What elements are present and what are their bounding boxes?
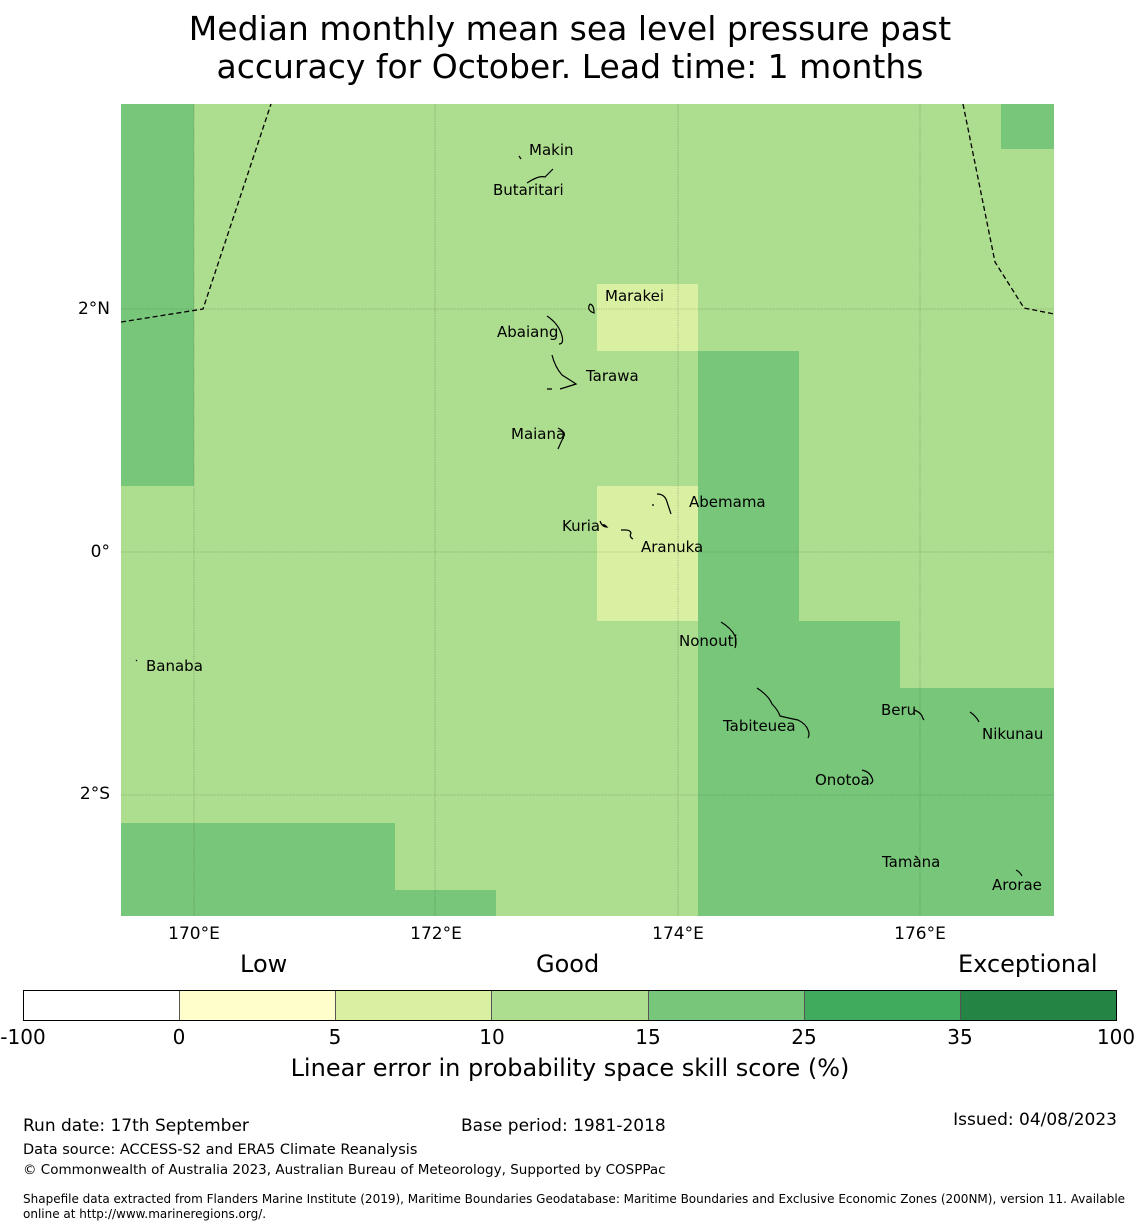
label-makin: Makin xyxy=(529,141,574,159)
island-butaritari xyxy=(526,168,554,184)
island-nikunau xyxy=(969,711,980,723)
label-banaba: Banaba xyxy=(146,657,203,675)
label-marakei: Marakei xyxy=(605,287,665,305)
colorbar-segment-3 xyxy=(336,991,493,1020)
issued-date: Issued: 04/08/2023 xyxy=(953,1110,1117,1130)
label-abemama: Abemama xyxy=(689,493,766,511)
colorbar-tick: 15 xyxy=(635,1025,661,1049)
label-tarawa: Tarawa xyxy=(586,367,639,385)
island-onotoa xyxy=(861,769,874,785)
cell-southeast-band xyxy=(698,688,1054,916)
base-period: Base period: 1981-2018 xyxy=(461,1116,666,1136)
island-banaba xyxy=(135,659,138,662)
title-line-1: Median monthly mean sea level pressure p… xyxy=(188,9,952,48)
shapefile-credit-line-1: Shapefile data extracted from Flanders M… xyxy=(23,1192,1126,1206)
island-nonouti xyxy=(720,621,737,649)
island-abemama xyxy=(652,493,672,515)
island-tabiteuea xyxy=(756,687,810,739)
lat-label-0: 0° xyxy=(90,542,110,562)
lon-label-176e: 176°E xyxy=(894,924,946,944)
colorbar-tick: -100 xyxy=(0,1025,46,1049)
category-low: Low xyxy=(240,950,288,978)
lat-label-2s: 2°S xyxy=(79,784,110,804)
colorbar-segment-4 xyxy=(492,991,649,1020)
cell-northeast-corner xyxy=(1001,104,1054,149)
cell-marakei-low xyxy=(597,284,698,351)
colorbar-tick: 10 xyxy=(479,1025,505,1049)
island-makin xyxy=(518,155,522,160)
run-date: Run date: 17th September xyxy=(23,1116,249,1136)
colorbar-segment-6 xyxy=(804,991,961,1020)
cell-west-strip xyxy=(121,104,194,486)
colorbar-segment-5 xyxy=(648,991,805,1020)
colorbar-segment-2 xyxy=(180,991,337,1020)
label-aranuka: Aranuka xyxy=(641,538,704,556)
category-exceptional: Exceptional xyxy=(958,950,1098,978)
shapefile-credit-line-2: online at http://www.marineregions.org/. xyxy=(23,1207,267,1221)
label-kuria: Kuria xyxy=(562,517,601,535)
label-abaiang: Abaiang xyxy=(497,323,559,341)
island-tamana xyxy=(914,855,919,859)
eez-boundary-west xyxy=(120,103,272,323)
lat-label-2n: 2°N xyxy=(77,299,110,319)
cell-southwest-step xyxy=(121,890,496,916)
copyright: © Commonwealth of Australia 2023, Austra… xyxy=(23,1162,666,1178)
title-line-2: accuracy for October. Lead time: 1 month… xyxy=(216,47,924,86)
eez-boundary-east xyxy=(962,103,1055,315)
colorbar-tick: 0 xyxy=(172,1025,186,1049)
label-butaritari: Butaritari xyxy=(493,181,564,199)
island-abaiang xyxy=(546,315,564,345)
colorbar-segment-1 xyxy=(24,991,181,1020)
island-marakei xyxy=(588,303,595,314)
island-arorae xyxy=(1015,869,1023,877)
colorbar-tick: 25 xyxy=(791,1025,817,1049)
label-nikunau: Nikunau xyxy=(982,725,1044,743)
colorbar xyxy=(23,990,1117,1021)
label-tamana: Tamana xyxy=(882,853,941,871)
cell-kuria-low xyxy=(597,486,698,621)
category-good: Good xyxy=(536,950,600,978)
island-tarawa xyxy=(547,354,578,390)
label-tabiteuea: Tabiteuea xyxy=(723,717,796,735)
data-source: Data source: ACCESS-S2 and ERA5 Climate … xyxy=(23,1142,418,1158)
island-aranuka xyxy=(621,529,634,540)
island-kuria xyxy=(599,520,609,528)
colorbar-segment-7 xyxy=(960,991,1116,1020)
chart-title: Median monthly mean sea level pressure p… xyxy=(0,10,1140,86)
lon-label-170e: 170°E xyxy=(168,924,220,944)
colorbar-label: Linear error in probability space skill … xyxy=(290,1054,850,1082)
lon-label-172e: 172°E xyxy=(410,924,462,944)
label-arorae: Arorae xyxy=(992,876,1042,894)
colorbar-tick: 5 xyxy=(328,1025,342,1049)
label-nonouti: Nonouti xyxy=(679,632,738,650)
label-onotoa: Onotoa xyxy=(815,771,870,789)
lon-label-174e: 174°E xyxy=(652,924,704,944)
label-maiana: Maiana xyxy=(511,425,566,443)
label-beru: Beru xyxy=(881,701,917,719)
island-beru xyxy=(913,709,925,721)
island-maiana xyxy=(557,427,565,450)
colorbar-tick: 100 xyxy=(1096,1025,1136,1049)
colorbar-tick: 35 xyxy=(947,1025,973,1049)
